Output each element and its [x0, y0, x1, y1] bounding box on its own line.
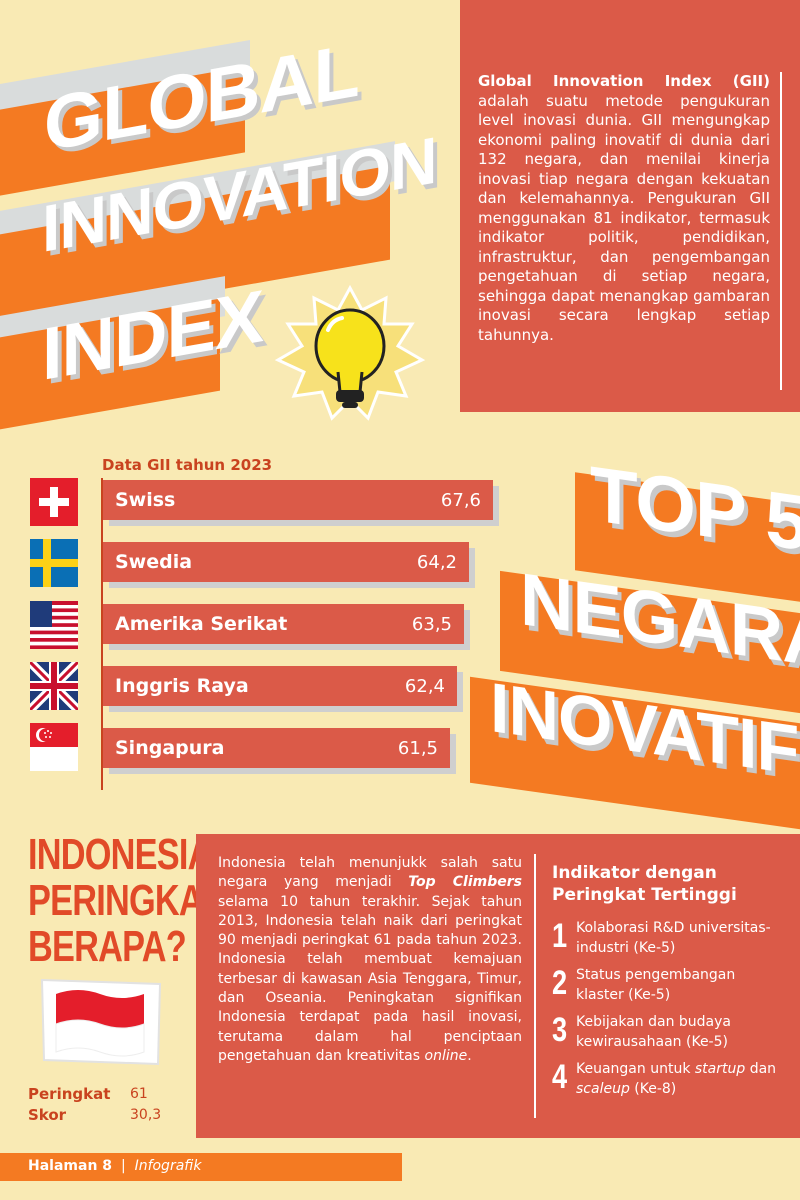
indicator-number: 2	[552, 964, 568, 1002]
indonesia-text-end: .	[467, 1047, 472, 1064]
usa-flag	[30, 601, 78, 649]
footer-separator: |	[120, 1158, 126, 1174]
indicator-item: 1 Kolaborasi R&D universitas-industri (Ke…	[552, 918, 792, 958]
indicator-number: 4	[552, 1058, 568, 1096]
indicator-text-part: dan	[745, 1061, 777, 1077]
indicator-text: Kolaborasi R&D universitas-industri (Ke-…	[576, 918, 784, 958]
indicator-number: 1	[552, 917, 568, 955]
intro-body: adalah suatu metode pengukuran level ino…	[478, 91, 770, 344]
score-label: Skor	[28, 1106, 67, 1124]
ranking-country: Swedia	[115, 551, 193, 573]
rank-label: Peringkat	[28, 1085, 111, 1103]
ranking-bar: Swiss 67,6	[103, 480, 493, 520]
rank-value: 61	[130, 1086, 148, 1102]
indicator-text: Status pengembangan klaster (Ke-5)	[576, 965, 784, 1005]
ranking-bar: Amerika Serikat 63,5	[103, 604, 464, 644]
ranking-country: Singapura	[115, 737, 225, 759]
indonesia-text: Indonesia telah menunjukk salah satu neg…	[218, 854, 522, 1066]
indonesia-flag	[40, 978, 162, 1066]
ranking-bar: Singapura 61,5	[103, 728, 450, 768]
ranking-caption: Data GII tahun 2023	[102, 456, 273, 474]
indicator-text-part: startup	[694, 1061, 746, 1077]
indonesia-box: Indonesia telah menunjukk salah satu neg…	[196, 834, 800, 1138]
indonesia-text-a: Indonesia telah menunjukk salah satu neg…	[218, 855, 522, 891]
lightbulb-icon	[274, 284, 426, 421]
footer-page: Halaman 8	[28, 1158, 113, 1174]
indicator-text-part: scaleup	[576, 1081, 630, 1097]
indonesia-title: INDONESIA PERINGKAT BERAPA?	[28, 832, 221, 970]
indonesia-title-line1: INDONESIA	[28, 830, 212, 879]
indicator-text: Keuangan untuk startup dan scaleup (Ke-8…	[576, 1059, 784, 1099]
ranking-country: Swiss	[115, 489, 176, 511]
ranking-score: 61,5	[397, 737, 438, 759]
intro-divider	[780, 72, 782, 390]
footer-text: Halaman 8 | Infografik	[28, 1158, 201, 1174]
ranking-score: 67,6	[440, 489, 481, 511]
indonesia-text-bold: Top Climbers	[408, 874, 522, 891]
score-value: 30,3	[130, 1107, 162, 1123]
ranking-score: 63,5	[411, 613, 452, 635]
indicator-item: 2 Status pengembangan klaster (Ke-5)	[552, 965, 792, 1005]
ranking-bar: Swedia 64,2	[103, 542, 469, 582]
indicator-text-part: Kolaborasi R&D universitas-industri (Ke-…	[576, 920, 771, 956]
footer-bar: Halaman 8 | Infografik	[0, 1153, 402, 1181]
ranking-country: Inggris Raya	[115, 675, 249, 697]
ranking-score: 62,4	[404, 675, 445, 697]
indicators-list: 1 Kolaborasi R&D universitas-industri (Ke…	[552, 918, 792, 1106]
indicator-text-part: Status pengembangan klaster (Ke-5)	[576, 967, 736, 1003]
indonesia-divider	[534, 854, 536, 1118]
indicator-text-part: Kebijakan dan budaya kewirausahaan (Ke-5…	[576, 1014, 731, 1050]
intro-box: Global Innovation Index (GII) adalah sua…	[460, 0, 800, 412]
intro-text: Global Innovation Index (GII) adalah sua…	[478, 72, 770, 345]
sweden-flag	[30, 539, 78, 587]
indicator-number: 3	[552, 1011, 568, 1049]
ranking-bar: Inggris Raya 62,4	[103, 666, 457, 706]
indicator-text: Kebijakan dan budaya kewirausahaan (Ke-5…	[576, 1012, 784, 1052]
indonesia-title-line2: PERINGKAT	[28, 876, 221, 925]
ranking-country: Amerika Serikat	[115, 613, 288, 635]
indicator-text-part: (Ke-8)	[629, 1081, 677, 1097]
indicator-text-part: Keuangan untuk	[576, 1061, 695, 1077]
footer-category: Infografik	[134, 1158, 202, 1174]
uk-flag	[30, 662, 78, 710]
ranking-score: 64,2	[416, 551, 457, 573]
singapore-flag	[30, 723, 78, 771]
indicator-item: 4 Keuangan untuk startup dan scaleup (Ke-…	[552, 1059, 792, 1099]
indicator-item: 3 Kebijakan dan budaya kewirausahaan (Ke-…	[552, 1012, 792, 1052]
switzerland-flag	[30, 478, 78, 526]
indicators-title: Indikator dengan Peringkat Tertinggi	[552, 863, 737, 905]
intro-title: Global Innovation Index (GII)	[478, 72, 770, 90]
indonesia-text-italic: online	[424, 1047, 468, 1064]
indonesia-title-line3: BERAPA?	[28, 922, 187, 971]
indonesia-text-b: selama 10 tahun terakhir. Sejak tahun 20…	[218, 893, 522, 1064]
ranking-axis	[101, 478, 103, 790]
